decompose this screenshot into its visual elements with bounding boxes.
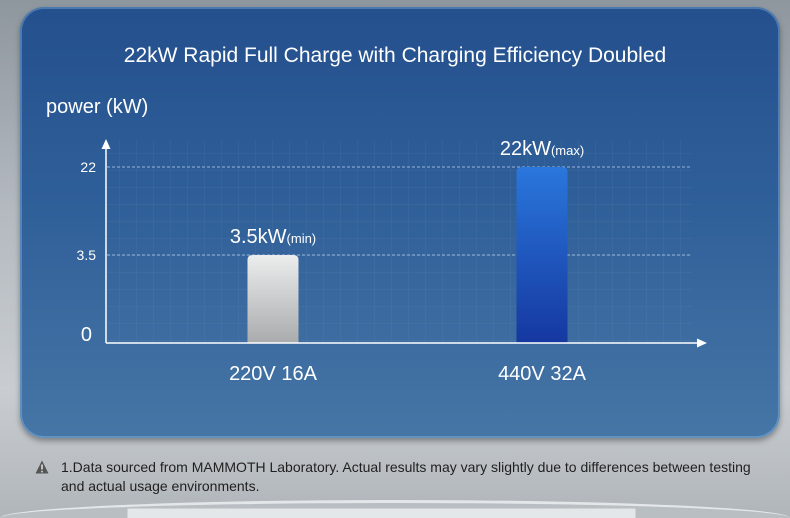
y-tick-label: 3.5 <box>77 247 97 263</box>
chart-title: 22kW Rapid Full Charge with Charging Eff… <box>123 44 667 67</box>
x-category-label: 220V 16A <box>229 363 318 385</box>
grid <box>107 140 692 343</box>
footnote-text: 1.Data sourced from MAMMOTH Laboratory. … <box>61 459 751 494</box>
y-axis-arrow <box>101 139 111 149</box>
footnote: 1.Data sourced from MAMMOTH Laboratory. … <box>35 458 777 496</box>
y-tick-label: 0 <box>81 324 92 346</box>
y-axis-label: power (kW) <box>46 96 149 118</box>
warning-icon <box>35 460 49 474</box>
bar <box>516 167 568 343</box>
bar-data-label: 22kW(max) <box>500 138 584 160</box>
y-tick-label: 22 <box>80 159 96 175</box>
bar-data-label: 3.5kW(min) <box>230 226 316 248</box>
x-category-label: 440V 32A <box>498 363 587 385</box>
x-axis-arrow <box>697 338 707 348</box>
bar <box>247 255 299 343</box>
background-arc <box>0 500 790 518</box>
